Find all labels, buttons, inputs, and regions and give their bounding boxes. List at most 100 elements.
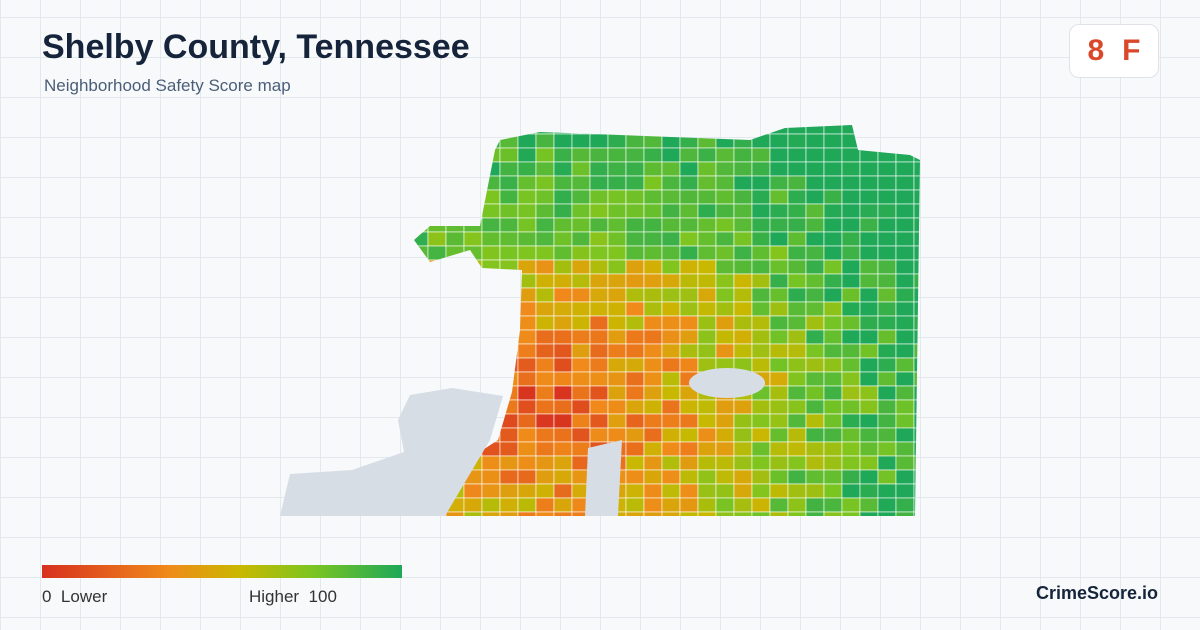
region <box>877 133 897 149</box>
region <box>787 497 807 513</box>
region <box>535 385 555 401</box>
region <box>823 175 843 191</box>
region <box>517 343 537 359</box>
region <box>414 203 429 219</box>
region <box>481 511 501 516</box>
region <box>877 371 897 387</box>
region <box>913 455 920 471</box>
region <box>787 301 807 317</box>
region <box>787 357 807 373</box>
region <box>697 259 717 275</box>
region <box>463 189 483 205</box>
region <box>625 189 645 205</box>
region <box>895 357 915 373</box>
region <box>499 273 519 289</box>
region <box>625 343 645 359</box>
region <box>877 399 897 415</box>
region <box>769 189 789 205</box>
region <box>787 189 807 205</box>
region <box>859 301 879 317</box>
region <box>517 329 537 345</box>
region <box>733 343 753 359</box>
region <box>414 315 429 331</box>
region <box>553 147 573 163</box>
region <box>769 455 789 471</box>
region <box>607 343 627 359</box>
region <box>679 357 699 373</box>
region <box>463 161 483 177</box>
region <box>679 399 699 415</box>
region <box>895 399 915 415</box>
region <box>841 273 861 289</box>
region <box>805 483 825 499</box>
region <box>697 399 717 415</box>
region <box>715 287 735 303</box>
region <box>643 259 663 275</box>
region <box>913 343 920 359</box>
lake <box>689 368 765 398</box>
region <box>499 125 519 135</box>
region <box>571 329 591 345</box>
region <box>733 441 753 457</box>
region <box>895 483 915 499</box>
legend-max-value: 100 <box>308 587 337 606</box>
region <box>499 511 519 516</box>
region <box>463 175 483 191</box>
region <box>414 259 429 275</box>
region <box>499 399 519 415</box>
region <box>841 483 861 499</box>
region <box>463 483 483 499</box>
legend-gradient <box>42 565 402 578</box>
region <box>913 147 920 163</box>
region <box>787 385 807 401</box>
region <box>697 273 717 289</box>
region <box>751 441 771 457</box>
region <box>571 217 591 233</box>
region <box>859 329 879 345</box>
region <box>859 125 879 135</box>
region <box>535 469 555 485</box>
region <box>445 511 465 516</box>
region <box>679 497 699 513</box>
region <box>823 357 843 373</box>
region <box>553 231 573 247</box>
region <box>805 371 825 387</box>
region <box>679 189 699 205</box>
region <box>859 231 879 247</box>
region <box>481 245 501 261</box>
region <box>841 161 861 177</box>
region <box>445 357 465 373</box>
region <box>805 175 825 191</box>
region <box>895 371 915 387</box>
region <box>859 287 879 303</box>
region <box>625 469 645 485</box>
region <box>535 217 555 233</box>
region <box>589 413 609 429</box>
region <box>589 399 609 415</box>
region <box>715 245 735 261</box>
region <box>823 189 843 205</box>
region <box>517 133 537 149</box>
region <box>643 497 663 513</box>
region <box>895 217 915 233</box>
region <box>625 217 645 233</box>
region <box>787 273 807 289</box>
region <box>823 133 843 149</box>
region <box>607 287 627 303</box>
region <box>535 427 555 443</box>
region <box>751 231 771 247</box>
region <box>535 133 555 149</box>
region <box>769 203 789 219</box>
region <box>697 441 717 457</box>
region <box>481 357 501 373</box>
region <box>895 511 915 516</box>
region <box>733 259 753 275</box>
region <box>414 231 429 247</box>
region <box>661 427 681 443</box>
region <box>445 147 465 163</box>
region <box>625 125 645 135</box>
region <box>661 161 681 177</box>
region <box>697 469 717 485</box>
region <box>697 413 717 429</box>
